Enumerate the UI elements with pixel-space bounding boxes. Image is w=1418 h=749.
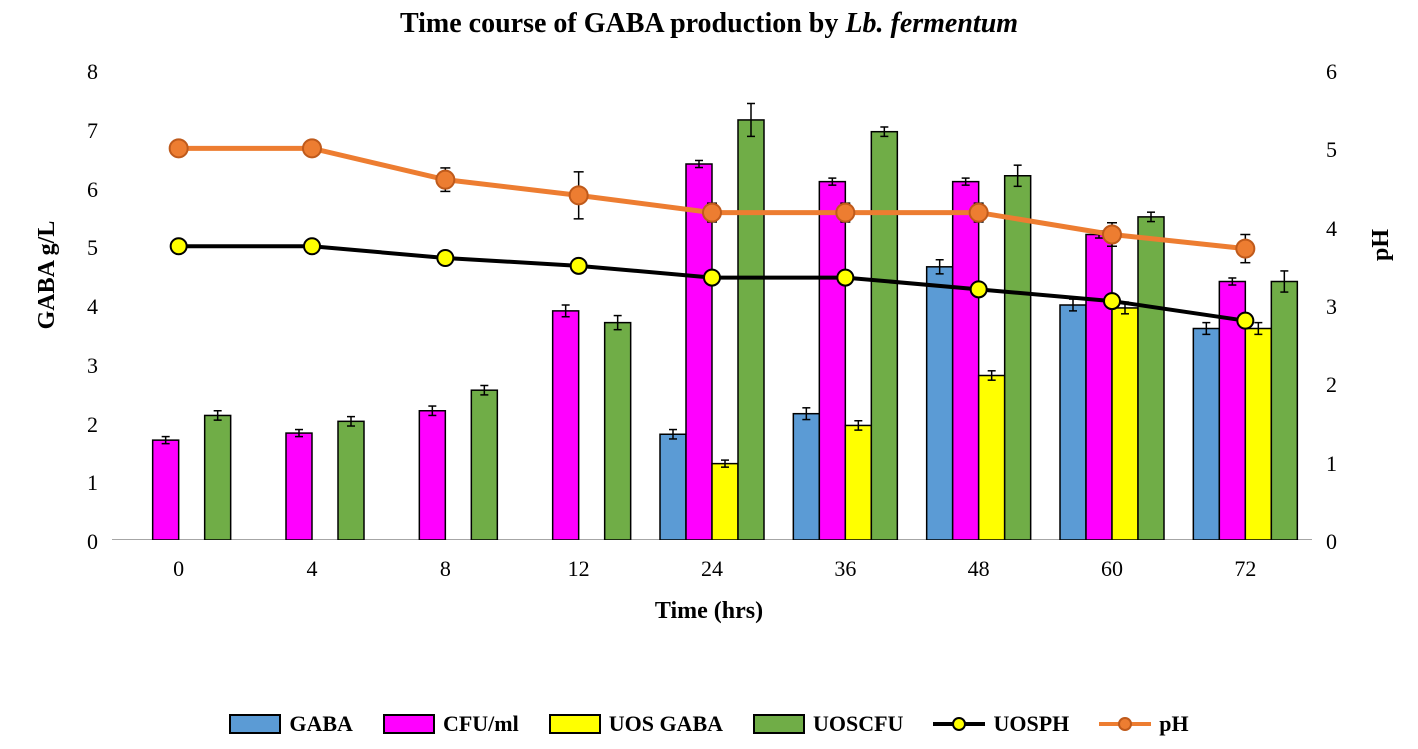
bar-UOS GABA xyxy=(845,425,871,540)
bar-UOSCFU xyxy=(738,120,764,540)
bar-UOS GABA xyxy=(1112,308,1138,540)
bar-UOSCFU xyxy=(1271,282,1297,541)
legend-label: UOS GABA xyxy=(609,711,723,737)
legend-label: pH xyxy=(1159,711,1188,737)
bar-CFU/ml xyxy=(153,440,179,540)
marker-pH xyxy=(170,139,188,157)
bar-UOS GABA xyxy=(979,376,1005,541)
marker-UOSPH xyxy=(437,250,453,266)
tick-label: 1 xyxy=(87,470,98,496)
bar-CFU/ml xyxy=(419,411,445,540)
bar-UOS GABA xyxy=(712,464,738,540)
bar-UOSCFU xyxy=(338,421,364,540)
tick-label: 48 xyxy=(968,556,990,582)
tick-label: 6 xyxy=(87,177,98,203)
marker-pH xyxy=(1103,226,1121,244)
y-left-axis-label: GABA g/L xyxy=(34,175,61,375)
y-right-axis-label: pH xyxy=(1368,215,1395,275)
tick-label: 0 xyxy=(87,529,98,555)
legend-marker-icon xyxy=(952,717,966,731)
legend-item-UOSCFU: UOSCFU xyxy=(753,711,903,737)
legend-item-CFU/ml: CFU/ml xyxy=(383,711,519,737)
legend-item-UOS-GABA: UOS GABA xyxy=(549,711,723,737)
legend-swatch xyxy=(1099,722,1151,726)
marker-UOSPH xyxy=(571,258,587,274)
legend-label: UOSPH xyxy=(993,711,1069,737)
tick-label: 4 xyxy=(1326,216,1337,242)
title-text: Time course of GABA production by xyxy=(400,8,845,39)
bar-UOS GABA xyxy=(1245,329,1271,541)
tick-label: 2 xyxy=(1326,372,1337,398)
bar-UOSCFU xyxy=(605,323,631,540)
legend-item-pH: pH xyxy=(1099,711,1188,737)
chart-container: Time course of GABA production by Lb. fe… xyxy=(0,0,1418,749)
bar-CFU/ml xyxy=(286,433,312,540)
bar-UOSCFU xyxy=(205,415,231,540)
legend-swatch xyxy=(229,714,281,734)
tick-label: 3 xyxy=(1326,294,1337,320)
tick-label: 2 xyxy=(87,412,98,438)
marker-UOSPH xyxy=(837,270,853,286)
marker-UOSPH xyxy=(704,270,720,286)
marker-UOSPH xyxy=(304,238,320,254)
legend-item-GABA: GABA xyxy=(229,711,353,737)
tick-label: 7 xyxy=(87,118,98,144)
marker-UOSPH xyxy=(971,281,987,297)
marker-pH xyxy=(703,204,721,222)
bar-CFU/ml xyxy=(953,182,979,540)
tick-label: 0 xyxy=(1326,529,1337,555)
bar-GABA xyxy=(927,267,953,540)
tick-label: 8 xyxy=(87,59,98,85)
plot-area xyxy=(112,70,1312,540)
marker-pH xyxy=(570,186,588,204)
legend-label: CFU/ml xyxy=(443,711,519,737)
legend-item-UOSPH: UOSPH xyxy=(933,711,1069,737)
tick-label: 72 xyxy=(1234,556,1256,582)
bar-CFU/ml xyxy=(553,311,579,540)
bar-CFU/ml xyxy=(1086,235,1112,541)
tick-label: 5 xyxy=(1326,137,1337,163)
bar-GABA xyxy=(1060,305,1086,540)
tick-label: 24 xyxy=(701,556,723,582)
tick-label: 8 xyxy=(440,556,451,582)
legend-marker-icon xyxy=(1118,717,1132,731)
marker-pH xyxy=(1236,240,1254,258)
marker-UOSPH xyxy=(1237,313,1253,329)
tick-label: 36 xyxy=(834,556,856,582)
bar-UOSCFU xyxy=(1005,176,1031,540)
legend-label: GABA xyxy=(289,711,353,737)
bar-UOSCFU xyxy=(1138,217,1164,540)
bar-GABA xyxy=(793,414,819,540)
marker-pH xyxy=(303,139,321,157)
title-italic: Lb. fermentum xyxy=(845,8,1018,39)
tick-label: 60 xyxy=(1101,556,1123,582)
tick-label: 0 xyxy=(173,556,184,582)
marker-pH xyxy=(836,204,854,222)
tick-label: 3 xyxy=(87,353,98,379)
tick-label: 5 xyxy=(87,235,98,261)
x-axis-label: Time (hrs) xyxy=(0,598,1418,625)
bar-GABA xyxy=(1193,329,1219,541)
marker-pH xyxy=(436,171,454,189)
legend-swatch xyxy=(549,714,601,734)
tick-label: 12 xyxy=(568,556,590,582)
legend-swatch xyxy=(383,714,435,734)
bar-UOSCFU xyxy=(471,390,497,540)
tick-label: 4 xyxy=(307,556,318,582)
marker-UOSPH xyxy=(171,238,187,254)
legend-swatch xyxy=(753,714,805,734)
bar-UOSCFU xyxy=(871,132,897,540)
legend-label: UOSCFU xyxy=(813,711,903,737)
tick-label: 6 xyxy=(1326,59,1337,85)
bar-GABA xyxy=(660,434,686,540)
legend-swatch xyxy=(933,722,985,726)
chart-title: Time course of GABA production by Lb. fe… xyxy=(0,8,1418,40)
marker-pH xyxy=(970,204,988,222)
legend: GABA CFU/ml UOS GABA UOSCFU UOSPH pH xyxy=(0,711,1418,737)
tick-label: 1 xyxy=(1326,451,1337,477)
marker-UOSPH xyxy=(1104,293,1120,309)
bar-CFU/ml xyxy=(819,182,845,540)
tick-label: 4 xyxy=(87,294,98,320)
